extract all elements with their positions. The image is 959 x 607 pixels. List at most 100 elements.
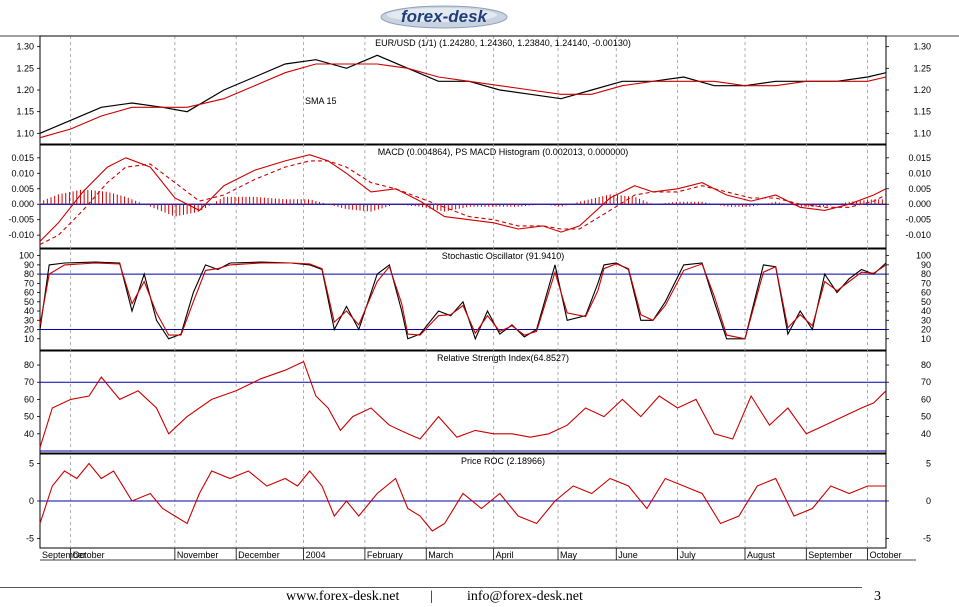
ytick-label-left: -0.005 — [8, 215, 34, 225]
panel-title-roc: Price ROC (2.18966) — [461, 456, 545, 466]
footer-website[interactable]: www.forex-desk.net — [286, 589, 400, 604]
ytick-label-right: 80 — [921, 269, 931, 279]
ytick-label-right: 40 — [921, 306, 931, 316]
ytick-label-left: 1.20 — [16, 85, 34, 95]
ytick-label-right: 0 — [926, 496, 931, 506]
ytick-label-left: -5 — [26, 534, 34, 544]
month-label: February — [367, 550, 404, 560]
ytick-label-left: 1.30 — [16, 42, 34, 52]
ytick-label-right: 20 — [921, 325, 931, 335]
series-layer — [39, 54, 887, 532]
ytick-label-right: 60 — [921, 288, 931, 298]
series-line-rsi-0 — [39, 360, 887, 448]
panel-frame-price — [39, 35, 887, 145]
month-label: June — [618, 550, 638, 560]
series-line-stoch-0 — [39, 261, 887, 341]
month-label: October — [870, 550, 902, 560]
ytick-label-right: 70 — [921, 278, 931, 288]
month-label: May — [560, 550, 578, 560]
ytick-label-left: 90 — [24, 260, 34, 270]
ytick-label-left: -0.010 — [8, 230, 34, 240]
ytick-label-right: 1.15 — [913, 107, 931, 117]
footer-page-number: 3 — [874, 589, 881, 604]
ytick-label-right: 50 — [921, 412, 931, 422]
panel-title-macd: MACD (0.004864), PS MACD Histogram (0.00… — [378, 147, 629, 157]
ytick-label-left: 0.005 — [11, 184, 34, 194]
ytick-label-right: 10 — [921, 334, 931, 344]
ytick-label-right: 0.010 — [908, 168, 931, 178]
ytick-label-left: 1.10 — [16, 128, 34, 138]
ytick-label-left: 40 — [24, 429, 34, 439]
ytick-label-left: 80 — [24, 269, 34, 279]
month-label: March — [428, 550, 453, 560]
month-label: April — [496, 550, 514, 560]
ytick-label-left: 100 — [19, 251, 34, 261]
series-line-macd-1 — [39, 160, 887, 245]
panel-title-price: EUR/USD (1/1) (1.24280, 1.24360, 1.23840… — [375, 38, 631, 48]
ytick-label-left: 1.25 — [16, 63, 34, 73]
ytick-label-left: 80 — [24, 360, 34, 370]
ytick-label-left: 0.000 — [11, 199, 34, 209]
ytick-label-right: -0.010 — [905, 230, 931, 240]
logo-text: forex-desk — [401, 7, 489, 26]
ytick-label-right: 40 — [921, 429, 931, 439]
month-label: September — [808, 550, 852, 560]
ytick-label-right: 1.20 — [913, 85, 931, 95]
series-line-roc-0 — [39, 462, 886, 532]
month-label: October — [73, 550, 105, 560]
ytick-label-left: 40 — [24, 306, 34, 316]
ytick-label-left: 70 — [24, 278, 34, 288]
series-line-price-1 — [39, 63, 887, 139]
ytick-label-right: 60 — [921, 394, 931, 404]
ytick-label-right: 0.015 — [908, 153, 931, 163]
ytick-label-left: 30 — [24, 315, 34, 325]
footer-rule — [0, 587, 862, 588]
month-label: August — [747, 550, 776, 560]
series-line-price-0 — [39, 54, 887, 134]
ytick-label-left: 0.015 — [11, 153, 34, 163]
ytick-label-right: 1.30 — [913, 42, 931, 52]
chart-area: 1.10 1.10 1.15 1.15 1.20 1.20 1.25 1.25 1.30 1.30… — [0, 35, 959, 561]
panel-frame-rsi — [39, 350, 887, 454]
ytick-label-right: 0.000 — [908, 199, 931, 209]
footer-separator: | — [430, 589, 433, 604]
ytick-label-right: 1.25 — [913, 63, 931, 73]
ytick-label-right: -0.005 — [905, 215, 931, 225]
series-line-macd-0 — [39, 154, 887, 242]
month-label: September — [42, 550, 86, 560]
ytick-label-right: 0.005 — [908, 184, 931, 194]
ytick-label-right: 50 — [921, 297, 931, 307]
month-label: July — [680, 550, 697, 560]
ytick-label-left: 60 — [24, 288, 34, 298]
ytick-label-left: 0 — [29, 496, 34, 506]
ytick-label-right: 1.10 — [913, 128, 931, 138]
ytick-label-left: 5 — [29, 459, 34, 469]
ytick-label-left: 50 — [24, 297, 34, 307]
panel-frame-macd — [39, 144, 887, 249]
ytick-label-right: 5 — [926, 459, 931, 469]
ytick-label-left: 70 — [24, 377, 34, 387]
sma-annotation: SMA 15 — [305, 96, 337, 106]
ytick-label-left: 0.010 — [11, 168, 34, 178]
series-line-stoch-1 — [39, 262, 887, 340]
ytick-label-right: 80 — [921, 360, 931, 370]
month-label: November — [177, 550, 219, 560]
ytick-label-right: 70 — [921, 377, 931, 387]
text-layer: 1.10 1.10 1.15 1.15 1.20 1.20 1.25 1.25 1.30 1.30… — [8, 38, 931, 560]
panel-title-stoch: Stochastic Oscillator (91.9410) — [442, 251, 565, 261]
panel-title-rsi: Relative Strength Index(64.8527) — [437, 353, 569, 363]
footer-email[interactable]: info@forex-desk.net — [467, 589, 583, 604]
forex-desk-logo: forex-desk — [380, 5, 508, 29]
grid-layer — [0, 35, 959, 561]
ytick-label-left: 20 — [24, 325, 34, 335]
month-label: 2004 — [306, 550, 326, 560]
panel-frame-stoch — [39, 248, 887, 351]
ytick-label-left: 60 — [24, 394, 34, 404]
ytick-label-right: -5 — [923, 534, 931, 544]
ytick-label-left: 10 — [24, 334, 34, 344]
ytick-label-right: 100 — [916, 251, 931, 261]
ytick-label-right: 90 — [921, 260, 931, 270]
ytick-label-left: 50 — [24, 412, 34, 422]
ytick-label-left: 1.15 — [16, 107, 34, 117]
month-label: December — [238, 550, 280, 560]
